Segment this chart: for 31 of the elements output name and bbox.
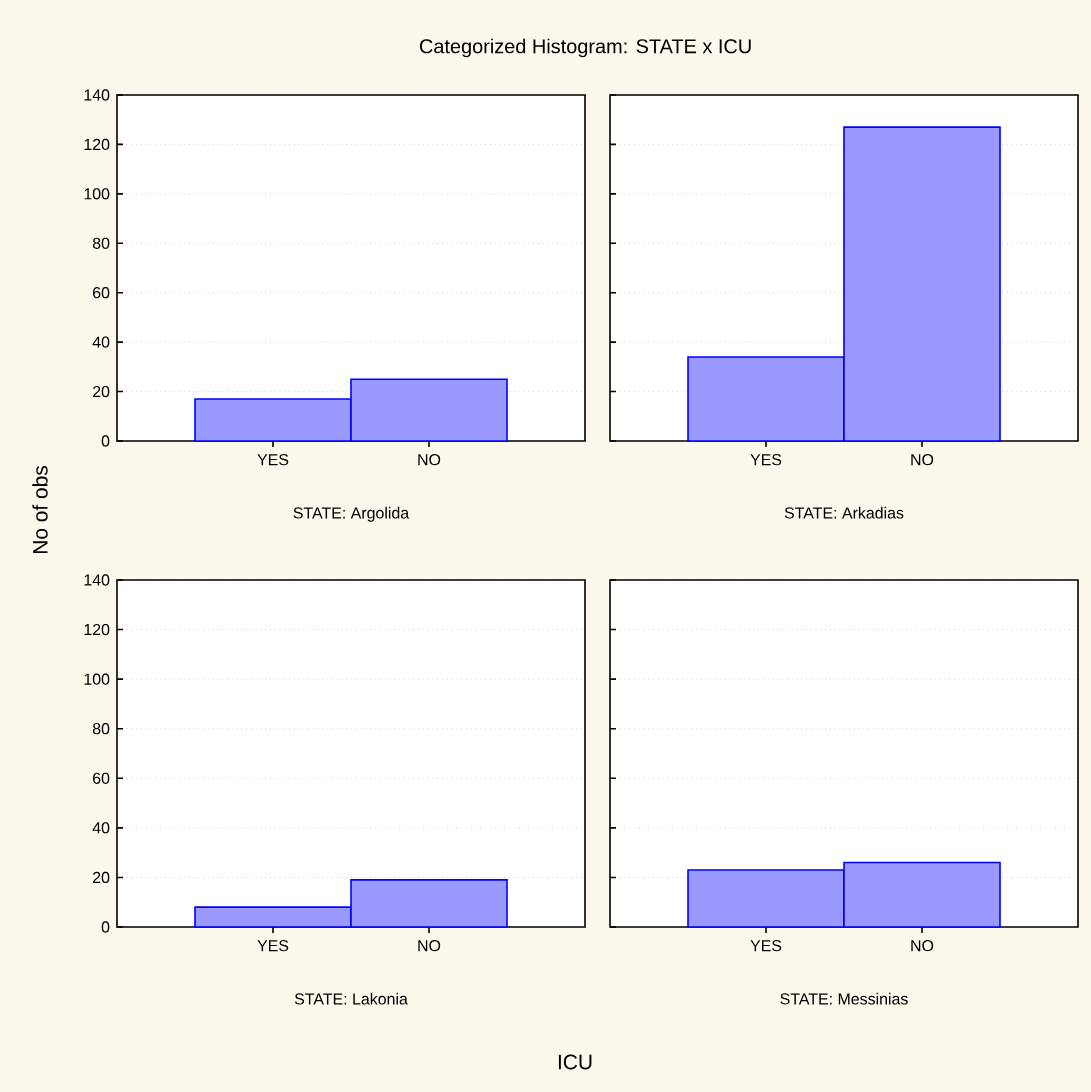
y-tick-label: 40 — [92, 822, 110, 834]
y-tick-label: 20 — [93, 385, 110, 398]
x-axis-title: STATE: Lakonia — [294, 992, 408, 1005]
x-tick-label: NO — [911, 454, 934, 466]
x-tick-label: YES — [257, 940, 289, 952]
y-tick-label: 60 — [93, 287, 110, 299]
x-tick-label: YES — [257, 454, 289, 466]
y-tick-label: 40 — [92, 336, 110, 348]
y-tick-label: 80 — [92, 723, 110, 735]
y-tick-label: 120 — [84, 623, 110, 636]
y-tick-label: 0 — [101, 921, 110, 933]
text: ICU — [558, 1054, 592, 1070]
chart-title: Categorized Histogram: STATE x ICU — [419, 38, 751, 58]
y-tick-label: 100 — [84, 673, 110, 685]
y-tick-label: 80 — [92, 237, 110, 249]
y-tick-label: 20 — [93, 871, 110, 884]
x-tick-label: NO — [911, 940, 934, 952]
x-tick-label: YES — [750, 940, 782, 952]
text: No of obs — [32, 466, 48, 554]
x-tick-label: YES — [750, 454, 782, 466]
y-tick-label: 120 — [84, 138, 110, 151]
x-tick-label: NO — [418, 940, 441, 952]
x-axis-title: STATE: Argolida — [293, 506, 410, 522]
y-tick-label: 0 — [101, 435, 110, 447]
y-tick-label: 140 — [84, 574, 110, 586]
y-tick-label: 140 — [84, 89, 110, 101]
x-axis-title: STATE: Arkadias — [784, 506, 904, 519]
x-axis-title: STATE: Messinias — [780, 992, 908, 1005]
y-tick-label: 60 — [93, 772, 110, 784]
y-tick-label: 100 — [84, 188, 110, 200]
x-tick-label: NO — [418, 454, 441, 466]
